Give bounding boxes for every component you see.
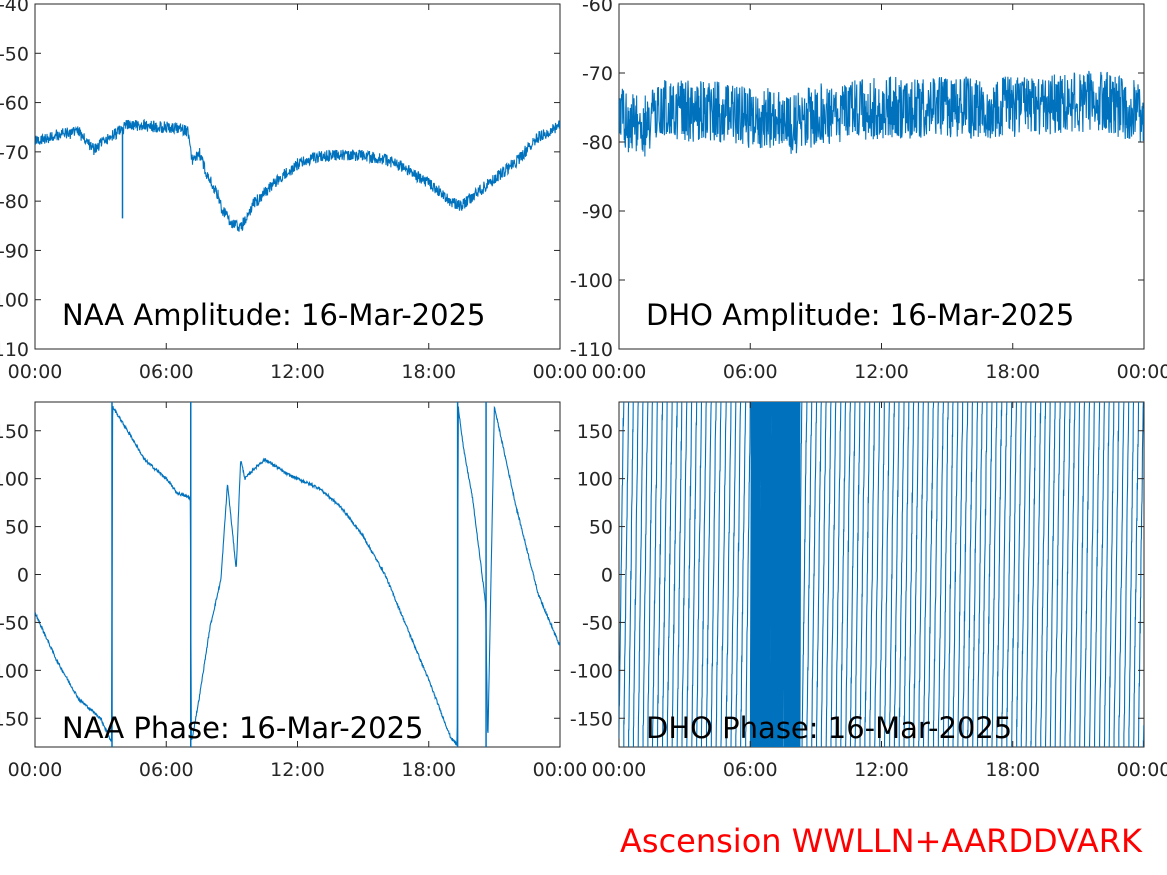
x-tick-label: 00:00 bbox=[1117, 361, 1167, 383]
x-tick-label: 12:00 bbox=[854, 361, 909, 383]
x-tick-label: 18:00 bbox=[985, 759, 1040, 781]
y-tick-label: 100 bbox=[0, 469, 29, 491]
y-tick-label: 150 bbox=[577, 421, 613, 443]
plot-area bbox=[619, 402, 1144, 747]
tick-marks bbox=[34, 3, 561, 350]
x-tick-label: 18:00 bbox=[401, 759, 456, 781]
y-tick-label: -50 bbox=[582, 612, 613, 634]
series-line bbox=[619, 402, 1144, 747]
y-tick-label: -70 bbox=[0, 142, 29, 164]
plot-area bbox=[619, 70, 1144, 157]
tick-marks bbox=[618, 402, 1145, 747]
y-tick-label: -50 bbox=[0, 43, 29, 65]
series-line bbox=[35, 405, 560, 747]
y-tick-label: 50 bbox=[5, 517, 29, 539]
x-tick-label: 06:00 bbox=[723, 361, 778, 383]
y-tick-label: -80 bbox=[0, 191, 29, 213]
x-tick-label: 00:00 bbox=[8, 361, 63, 383]
y-tick-label: -40 bbox=[0, 0, 29, 16]
panel-dho-phase: DHO Phase: 16-Mar-2025 00:00 06:00 12:00 18… bbox=[570, 401, 1167, 781]
panel-dho-amplitude: DHO Amplitude: 16-Mar-2025 00:00 06:00 12:… bbox=[570, 0, 1167, 383]
y-tick-label: -50 bbox=[0, 612, 29, 634]
axes-frame bbox=[618, 401, 1145, 748]
chart-title: NAA Amplitude: 16-Mar-2025 bbox=[62, 298, 486, 332]
station-label: Ascension WWLLN+AARDDVARK bbox=[620, 822, 1142, 860]
y-tick-label: -90 bbox=[0, 240, 29, 262]
axes-frame bbox=[34, 401, 561, 748]
y-tick-label: -110 bbox=[0, 339, 29, 361]
y-tick-label: 100 bbox=[577, 469, 613, 491]
x-tick-label: 18:00 bbox=[985, 361, 1040, 383]
y-tick-label: -150 bbox=[570, 708, 613, 730]
chart-title: NAA Phase: 16-Mar-2025 bbox=[62, 711, 423, 745]
y-tick-label: 0 bbox=[17, 565, 29, 587]
series-line bbox=[619, 70, 1144, 157]
panel-naa-amplitude: NAA Amplitude: 16-Mar-2025 00:00 06:00 12:… bbox=[0, 0, 587, 383]
y-tick-label: -70 bbox=[582, 63, 613, 85]
chart-title: DHO Phase: 16-Mar-2025 bbox=[646, 711, 1012, 745]
x-tick-label: 00:00 bbox=[533, 361, 588, 383]
y-tick-label: -100 bbox=[0, 660, 29, 682]
y-tick-label: 50 bbox=[589, 517, 613, 539]
x-tick-label: 06:00 bbox=[139, 361, 194, 383]
tick-marks bbox=[34, 402, 561, 747]
y-tick-label: -90 bbox=[582, 201, 613, 223]
x-tick-label: 00:00 bbox=[533, 759, 588, 781]
y-tick-label: -100 bbox=[570, 270, 613, 292]
y-tick-label: -100 bbox=[0, 290, 29, 312]
x-tick-label: 00:00 bbox=[592, 759, 647, 781]
x-tick-label: 12:00 bbox=[270, 361, 325, 383]
y-tick-label: -60 bbox=[0, 93, 29, 115]
x-tick-label: 06:00 bbox=[723, 759, 778, 781]
y-tick-label: -100 bbox=[570, 660, 613, 682]
x-tick-label: 18:00 bbox=[401, 361, 456, 383]
y-tick-label: -150 bbox=[0, 708, 29, 730]
axes-frame bbox=[618, 3, 1145, 350]
x-tick-label: 00:00 bbox=[592, 361, 647, 383]
y-tick-label: 0 bbox=[601, 565, 613, 587]
x-tick-label: 00:00 bbox=[8, 759, 63, 781]
y-tick-label: -60 bbox=[582, 0, 613, 16]
tick-marks bbox=[618, 3, 1145, 350]
y-tick-label: -80 bbox=[582, 132, 613, 154]
plot-area bbox=[35, 402, 560, 747]
x-tick-label: 00:00 bbox=[1117, 759, 1167, 781]
x-tick-label: 12:00 bbox=[270, 759, 325, 781]
y-tick-label: -110 bbox=[570, 339, 613, 361]
panel-naa-phase: NAA Phase: 16-Mar-2025 00:00 06:00 12:00 18… bbox=[0, 401, 588, 781]
chart-title: DHO Amplitude: 16-Mar-2025 bbox=[646, 298, 1074, 332]
plot-area bbox=[35, 118, 560, 232]
y-tick-label: 150 bbox=[0, 421, 29, 443]
x-tick-label: 06:00 bbox=[139, 759, 194, 781]
x-tick-label: 12:00 bbox=[854, 759, 909, 781]
